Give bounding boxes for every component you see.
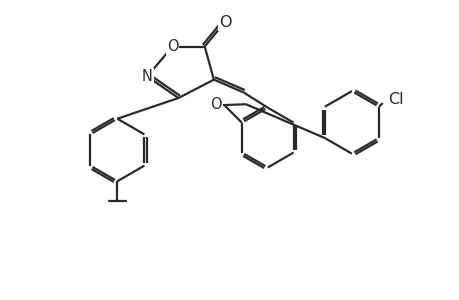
Text: O: O — [166, 39, 178, 54]
Text: O: O — [218, 15, 231, 30]
Text: Cl: Cl — [387, 92, 403, 107]
Text: N: N — [141, 69, 152, 84]
Text: O: O — [210, 97, 221, 112]
